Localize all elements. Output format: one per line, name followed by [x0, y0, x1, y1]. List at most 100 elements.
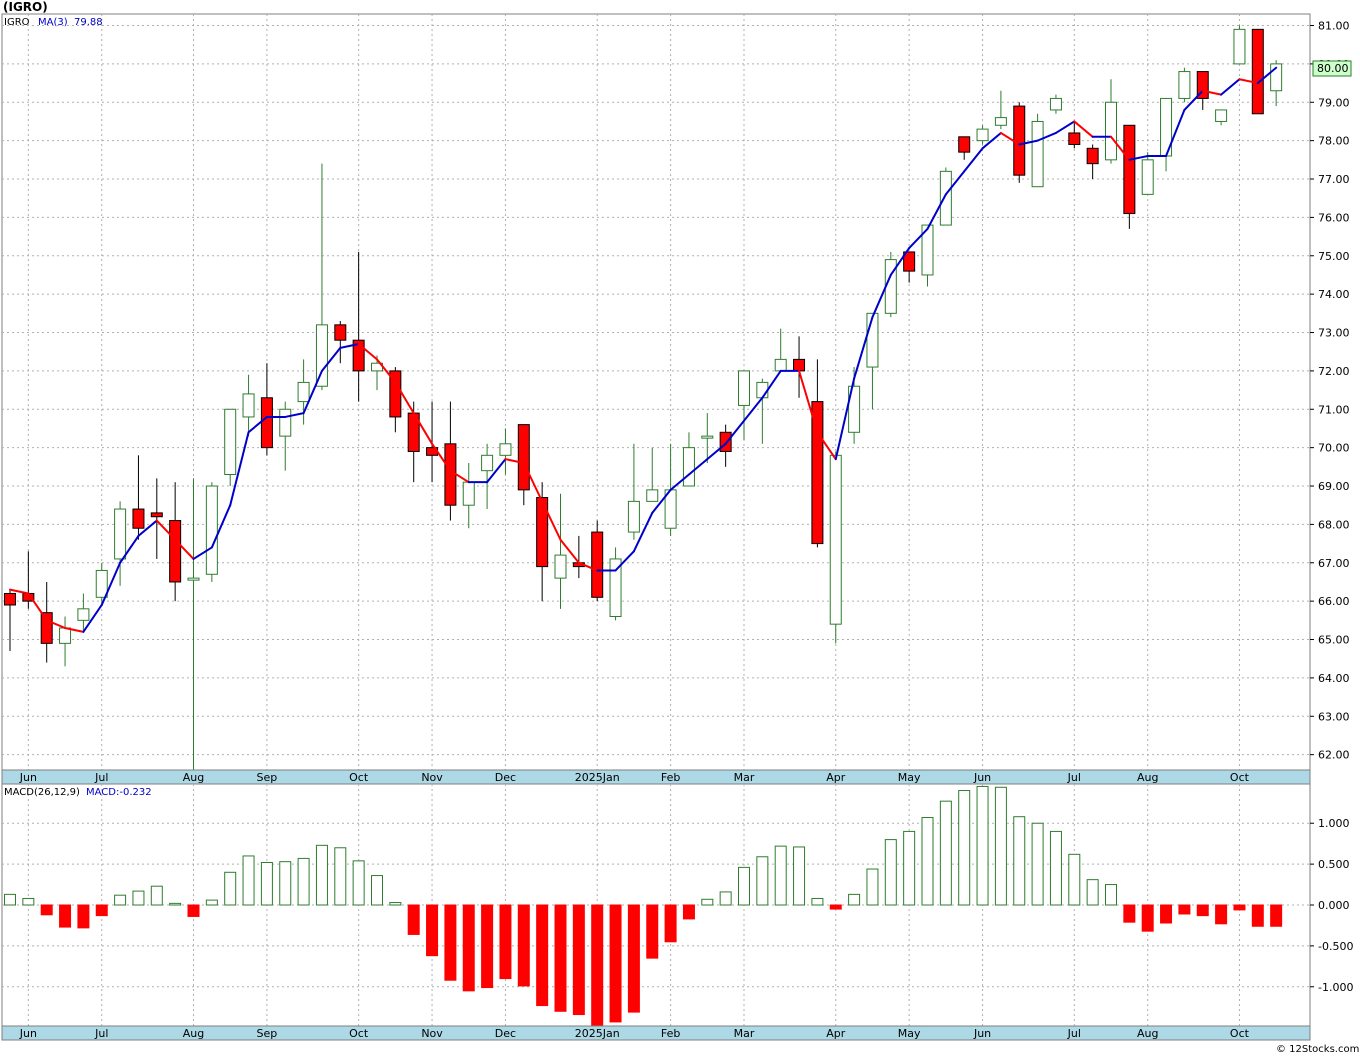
price-y-tick-label: 69.00 [1318, 480, 1350, 493]
ma-segment [376, 358, 397, 384]
macd-bar [389, 902, 402, 906]
price-x-tick-label: Oct [1230, 771, 1250, 784]
macd-bar [462, 904, 475, 992]
macd-bar [609, 904, 622, 1023]
candle-body [4, 592, 16, 606]
ma-segment [1018, 139, 1039, 146]
macd-bar [444, 904, 457, 981]
macd-bar [1233, 904, 1246, 911]
last-price-tag [1312, 60, 1352, 77]
macd-x-tick-label: Dec [495, 1027, 516, 1040]
price-x-tick-label: Jul [94, 771, 108, 784]
candle-body [976, 128, 989, 142]
macd-bar [59, 904, 72, 928]
macd-x-tick-label: Oct [1230, 1027, 1250, 1040]
ma-segment [320, 346, 342, 372]
candle-body [774, 358, 787, 372]
candle-body [609, 558, 622, 617]
candle-body [756, 381, 769, 399]
macd-bar [994, 786, 1007, 906]
macd-bar [554, 904, 567, 1012]
ma-segment [9, 588, 30, 595]
ma-segment [174, 538, 195, 560]
ma-segment [1054, 120, 1076, 134]
macd-bar [1013, 816, 1026, 906]
macd-x-tick-label: Apr [826, 1027, 846, 1040]
candle-body [462, 481, 475, 506]
ma-segment [137, 519, 158, 537]
ma-segment [504, 458, 525, 464]
macd-bar [793, 846, 806, 906]
macd-x-tick-label: Jul [1067, 1027, 1081, 1040]
candle-body [95, 569, 108, 598]
candle-body [1233, 28, 1246, 65]
macd-x-tick-label: Jun [973, 1027, 991, 1040]
macd-y-tick-label: 1.000 [1318, 817, 1350, 830]
price-y-tick-label: 77.00 [1318, 173, 1350, 186]
price-y-tick-label: 65.00 [1318, 634, 1350, 647]
candle-body [77, 608, 90, 621]
macd-bars [4, 785, 1283, 1027]
candle-body [517, 424, 530, 491]
macd-bar [242, 855, 255, 906]
price-y-tick-label: 81.00 [1318, 20, 1350, 33]
ma-segment [302, 369, 323, 415]
macd-bar [315, 844, 328, 906]
ma-segment [963, 147, 984, 173]
macd-bar [903, 830, 916, 906]
macd-bar [1086, 879, 1099, 906]
ma-segment [339, 343, 360, 349]
price-y-tick-label: 73.00 [1318, 327, 1350, 340]
ma-segment [541, 500, 562, 541]
price-x-axis: Jun Jul Aug Sep Oct Nov Dec 2025Jan Feb Mar Apr May… [19, 771, 1250, 784]
macd-bar [976, 785, 989, 906]
candle-body [224, 408, 237, 476]
price-y-tick-label: 72.00 [1318, 365, 1350, 378]
price-y-tick-label: 76.00 [1318, 211, 1350, 224]
price-x-tick-label: Aug [1137, 771, 1158, 784]
ma-segment [559, 538, 580, 564]
candle-body [738, 370, 750, 406]
macd-x-tick-label: Aug [183, 1027, 204, 1040]
ma-segment [247, 415, 268, 434]
candle-body [1068, 132, 1081, 145]
candle-body [848, 385, 861, 433]
candle-body [829, 454, 842, 625]
macd-bar [738, 866, 750, 906]
macd-x-tick-label: Feb [661, 1027, 680, 1040]
price-y-tick-label: 62.00 [1318, 749, 1350, 762]
ma-segment [999, 131, 1021, 146]
candle-body [958, 136, 971, 153]
candle-body [1049, 97, 1062, 111]
ma-segment [981, 131, 1002, 150]
ma-segment [486, 458, 507, 484]
macd-bar [829, 904, 842, 910]
macd-bar [1196, 904, 1209, 917]
ma-segment [449, 469, 470, 484]
candle-body [793, 358, 806, 372]
macd-x-axis-band [1, 1025, 1311, 1041]
ma-segment [816, 431, 837, 461]
ma-segment [724, 419, 745, 445]
macd-bar [224, 871, 237, 906]
macd-bar [150, 885, 163, 906]
candle-body [260, 397, 273, 449]
candle-body [994, 117, 1007, 126]
chart-title: (IGRO) [3, 0, 48, 14]
ma-segment [743, 396, 764, 422]
ma-segment [632, 511, 654, 553]
macd-legend-value: MACD:-0.232 [86, 787, 152, 798]
macd-bar [1049, 830, 1062, 906]
ma-segment [651, 488, 672, 514]
candle-body [1270, 63, 1283, 92]
macd-bar [1178, 904, 1191, 915]
macd-bar [1215, 904, 1228, 925]
candle-body [334, 324, 347, 341]
candle-body [719, 431, 732, 452]
macd-bar [664, 904, 677, 943]
macd-bar [939, 800, 952, 906]
candle-body [1123, 124, 1136, 215]
price-x-tick-label: Dec [495, 771, 516, 784]
macd-bar [811, 897, 824, 906]
candle-body [1013, 105, 1026, 176]
